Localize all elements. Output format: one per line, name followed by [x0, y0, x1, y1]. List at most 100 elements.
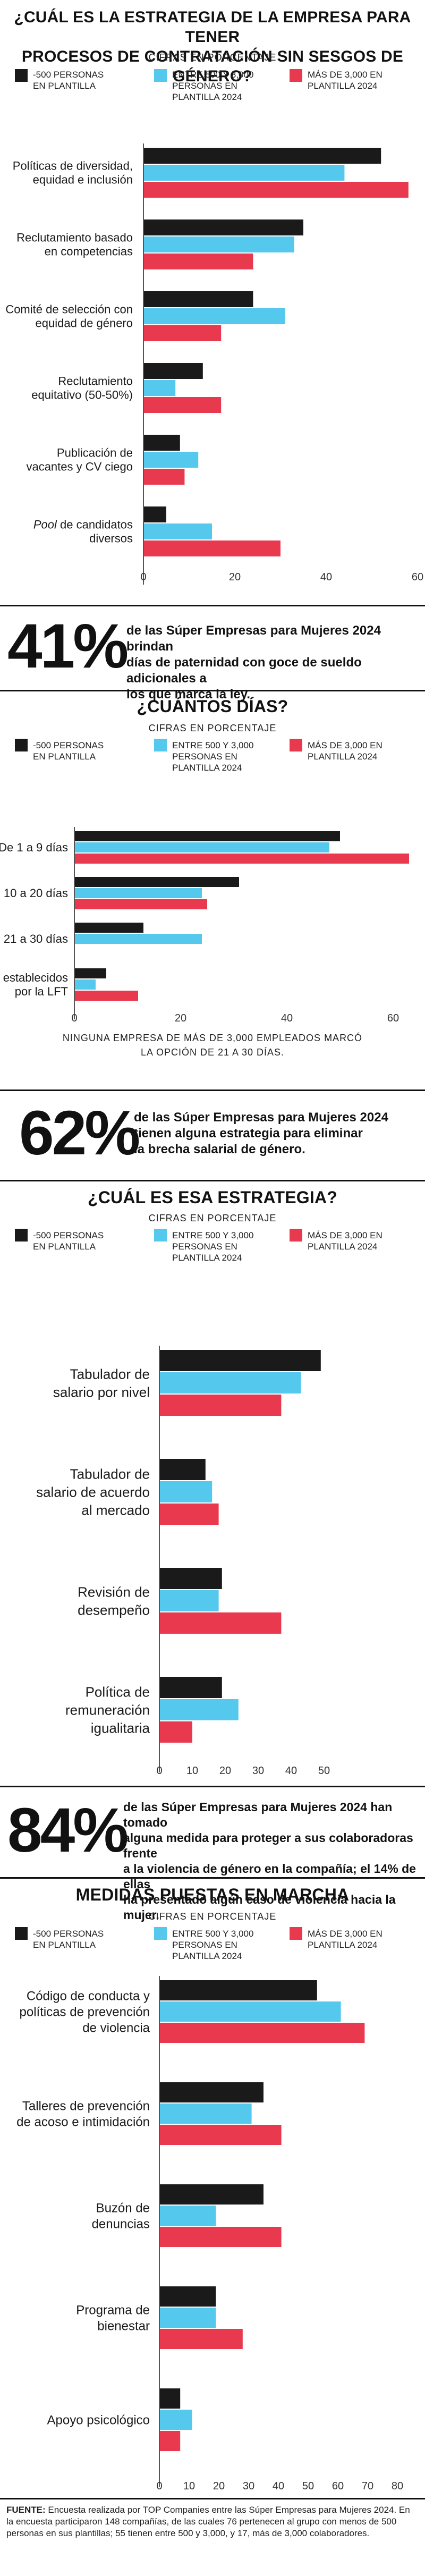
chart2-note-line1: NINGUNA EMPRESA DE MÁS DE 3,000 EMPLEADO…: [62, 1033, 363, 1043]
chart2-title: ¿CUÁNTOS DÍAS?: [137, 697, 288, 716]
category-label-line: De 21 a 30 días: [0, 932, 68, 945]
legend-label-blue: ENTRE 500 Y 3,000 PERSONAS EN PLANTILLA …: [172, 740, 254, 773]
stat2-line1: de las Súper Empresas para Mujeres 2024: [134, 1110, 388, 1125]
bar: [74, 888, 202, 898]
x-tick-label: 0: [71, 1012, 77, 1024]
bar: [159, 2410, 192, 2430]
category-label: Reclutamiento equitativo (50-50%): [31, 374, 133, 401]
chart2-subtitle: CIFRAS EN PORCENTAJE: [148, 723, 277, 733]
category-label: Políticas de diversidad, equidad e inclus…: [13, 159, 133, 186]
bar: [143, 182, 409, 198]
legend-swatch-blue: [154, 739, 167, 751]
legend-label-red: MÁS DE 3,000 EN PLANTILLA 2024: [308, 1929, 382, 1950]
chart2-svg: De 1 a 9 días De 10 a 20 días De 21 a 30 d…: [0, 827, 409, 1024]
category-label-line: Comité de selección con: [5, 302, 133, 316]
category-label: Programa de bienestar: [76, 2303, 150, 2333]
bar: [159, 2431, 181, 2451]
category-label-line: vacantes y CV ciego: [26, 460, 133, 473]
stat1-line3: los que marca la ley.: [126, 687, 251, 702]
legend-label-blue: ENTRE 500 Y 3,000 PERSONAS EN PLANTILLA …: [172, 1929, 254, 1961]
footnote: FUENTE: Encuesta realizada por TOP Compa…: [6, 2504, 419, 2539]
divider: [0, 690, 425, 691]
stat2-line2: tienen alguna estrategia para eliminar: [134, 1126, 363, 1141]
chart4-title: MEDIDAS PUESTAS EN MARCHA: [75, 1885, 350, 1904]
stat1-number: 41%: [7, 611, 129, 681]
bar: [74, 877, 239, 887]
legend-label-blue: ENTRE 500 Y 3,000 PERSONAS EN PLANTILLA …: [172, 70, 254, 102]
legend-label-black: -500 PERSONAS EN PLANTILLA: [33, 1230, 104, 1252]
bar: [143, 452, 199, 468]
bar: [74, 979, 96, 990]
bar: [143, 165, 345, 181]
bar: [159, 1372, 301, 1393]
bar: [159, 2227, 282, 2247]
category-label-line: equidad de género: [36, 316, 133, 330]
bar: [74, 854, 409, 864]
bar: [143, 540, 280, 556]
chart3-title: ¿CUÁL ES ESA ESTRATEGIA?: [87, 1188, 338, 1207]
legend-swatch-red: [290, 1229, 302, 1241]
category-label: Apoyo psicológico: [47, 2413, 150, 2427]
bar: [159, 2329, 243, 2349]
x-tick-label: 0: [156, 1765, 162, 1775]
category-label-line: Código de conducta y: [27, 1989, 150, 2003]
stat2-text: de las Súper Empresas para Mujeres 2024 …: [134, 1110, 388, 1158]
legend-swatch-blue: [154, 69, 167, 82]
legend-label-black: -500 PERSONAS EN PLANTILLA: [33, 740, 104, 762]
bar: [159, 1481, 212, 1502]
footnote-label: FUENTE:: [6, 2505, 46, 2515]
category-label-line: Reclutamiento: [58, 374, 133, 387]
legend-swatch-red: [290, 739, 302, 751]
chart1-svg: Políticas de diversidad, equidad e inclus…: [5, 143, 423, 585]
chart2-note-line2: LA OPCIÓN DE 21 A 30 DÍAS.: [140, 1047, 285, 1058]
category-label: Talleres de prevención de acoso e intimid…: [16, 2099, 150, 2129]
category-label-line: Políticas de diversidad,: [13, 159, 133, 172]
category-label-line: equitativo (50-50%): [31, 388, 133, 401]
category-label: Buzón de denuncias: [92, 2201, 150, 2231]
legend-label-red: MÁS DE 3,000 EN PLANTILLA 2024: [308, 70, 382, 91]
bar: [143, 254, 253, 269]
divider: [0, 605, 425, 606]
x-tick-label: 40: [285, 1765, 297, 1775]
divider: [0, 2498, 425, 2499]
category-label: De 1 a 9 días: [0, 841, 68, 854]
chart4-subtitle: CIFRAS EN PORCENTAJE: [148, 1911, 277, 1922]
bar: [143, 237, 294, 252]
stat2-line3: la brecha salarial de género.: [134, 1142, 305, 1156]
stat1-line2: días de paternidad con goce de sueldo ad…: [126, 655, 362, 686]
category-label-line: Pool de candidatos: [33, 518, 133, 531]
legend-swatch-blue: [154, 1927, 167, 1940]
category-label: De 21 a 30 días: [0, 932, 68, 945]
category-label-line: de violencia: [82, 2021, 150, 2035]
category-label-line: Tabulador de: [70, 1466, 150, 1482]
category-label: Pool de candidatos diversos: [33, 518, 133, 545]
stat3-line1: de las Súper Empresas para Mujeres 2024 …: [123, 1800, 393, 1829]
bar: [159, 2082, 264, 2102]
bar: [159, 2308, 216, 2328]
legend-label-red: MÁS DE 3,000 EN PLANTILLA 2024: [308, 740, 382, 762]
bar: [74, 842, 329, 852]
category-label-line: Revisión de: [78, 1584, 150, 1600]
legend-swatch-black: [15, 1927, 28, 1940]
bar: [159, 2184, 264, 2205]
stat1-line1: de las Súper Empresas para Mujeres 2024 …: [126, 623, 381, 654]
stat2-number: 62%: [19, 1098, 140, 1168]
divider: [0, 1877, 425, 1879]
bar: [159, 2023, 365, 2043]
bar: [159, 1590, 219, 1611]
category-label-line: Buzón de: [96, 2201, 150, 2215]
category-label: Comité de selección con equidad de género: [5, 302, 133, 330]
bar: [143, 435, 180, 451]
x-tick-label: 20: [219, 1765, 231, 1775]
bar: [143, 219, 303, 235]
x-tick-label: 30: [243, 2480, 254, 2492]
x-tick-label: 0: [156, 2480, 162, 2492]
category-label: Revisión de desempeño: [78, 1584, 150, 1618]
bar: [159, 2001, 341, 2022]
chart1-title: ¿CUÁL ES LA ESTRATEGIA DE LA EMPRESA PAR…: [0, 7, 425, 86]
legend-label-red: MÁS DE 3,000 EN PLANTILLA 2024: [308, 1230, 382, 1252]
legend-swatch-black: [15, 69, 28, 82]
bar: [159, 2125, 282, 2145]
category-label-line: políticas de prevención: [20, 2005, 150, 2019]
